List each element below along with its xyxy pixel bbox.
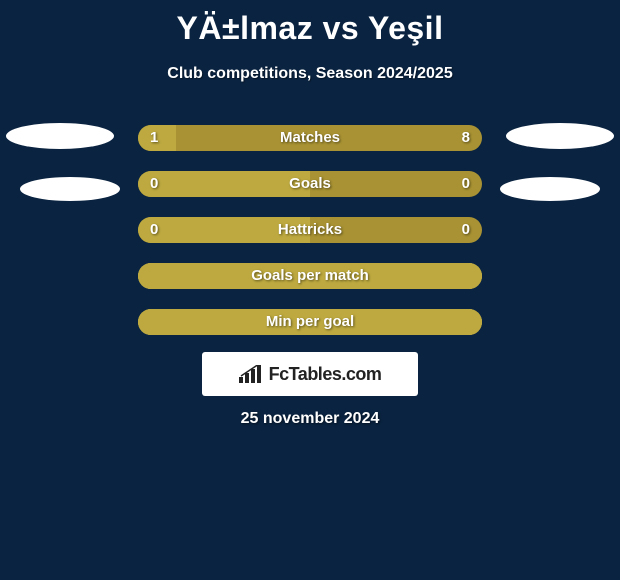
stat-label: Goals [138, 171, 482, 197]
stat-row: Min per goal [138, 309, 482, 335]
logo-box: FcTables.com [202, 352, 418, 396]
stat-label: Hattricks [138, 217, 482, 243]
bar-chart-icon [239, 365, 263, 383]
comparison-infographic: YÄ±lmaz vs Yeşil Club competitions, Seas… [0, 0, 620, 580]
stat-row: Goals per match [138, 263, 482, 289]
stat-label: Matches [138, 125, 482, 151]
stat-row: 00Goals [138, 171, 482, 197]
footer-date: 25 november 2024 [0, 410, 620, 428]
stat-label: Min per goal [138, 309, 482, 335]
player-left-avatar-top-icon [6, 123, 114, 149]
logo-text: FcTables.com [269, 364, 382, 385]
page-title: YÄ±lmaz vs Yeşil [0, 0, 620, 47]
stat-row: 00Hattricks [138, 217, 482, 243]
player-right-avatar-top-icon [506, 123, 614, 149]
stat-bars: 18Matches 00Goals 00Hattricks Goals per mat… [138, 125, 482, 355]
subtitle: Club competitions, Season 2024/2025 [0, 65, 620, 83]
stat-label: Goals per match [138, 263, 482, 289]
player-right-avatar-bottom-icon [500, 177, 600, 201]
player-left-avatar-bottom-icon [20, 177, 120, 201]
stat-row: 18Matches [138, 125, 482, 151]
